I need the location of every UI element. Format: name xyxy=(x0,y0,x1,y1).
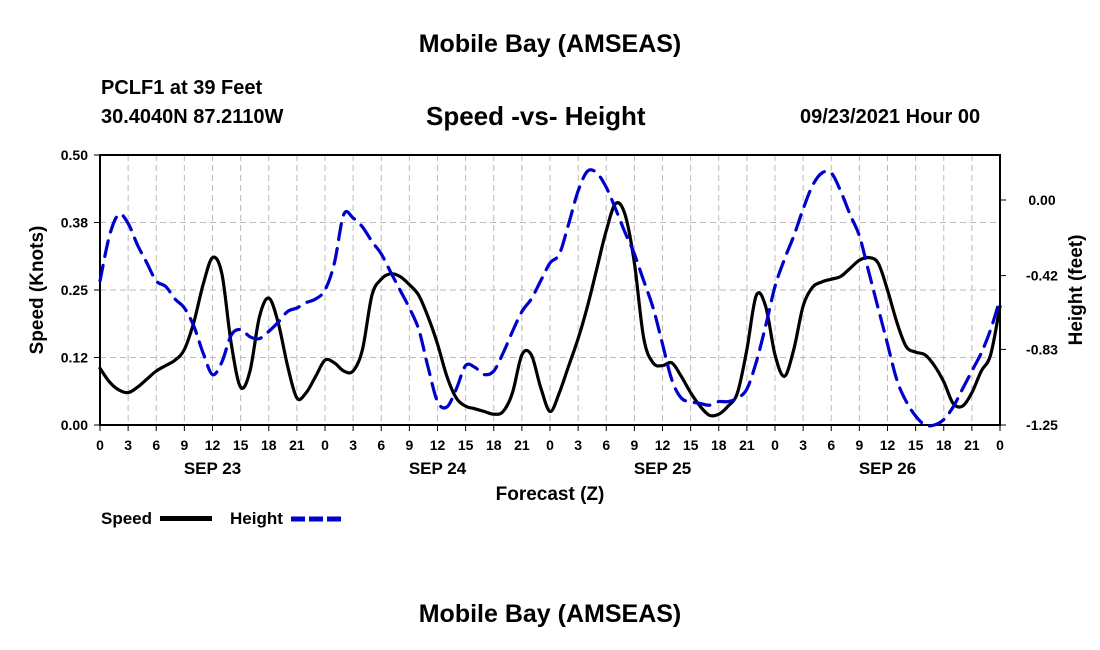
chart-series xyxy=(98,168,1002,428)
x-tick-label: 9 xyxy=(405,437,413,453)
y-tick-label: 0.38 xyxy=(61,215,88,231)
chart-title: Mobile Bay (AMSEAS) xyxy=(418,30,682,58)
x-tick-label: 18 xyxy=(486,437,502,453)
station-label: PCLF1 at 39 Feet xyxy=(101,77,263,99)
x-tick-label: 15 xyxy=(233,437,249,453)
x-tick-label: 15 xyxy=(683,437,699,453)
x-tick-label: 0 xyxy=(96,437,104,453)
x-tick-label: 6 xyxy=(827,437,835,453)
x-tick-label: 0 xyxy=(771,437,779,453)
chart-subtitle: Speed -vs- Height xyxy=(426,101,646,131)
x-tick-label: 6 xyxy=(152,437,160,453)
x-tick-label: 18 xyxy=(711,437,727,453)
x-tick-label: 3 xyxy=(574,437,582,453)
x-tick-label: 21 xyxy=(739,437,755,453)
y2-axis-label: Height (feet) xyxy=(1066,235,1087,346)
x-tick-label: 15 xyxy=(458,437,474,453)
y-tick-label: 0.25 xyxy=(61,282,88,298)
chart-ticks: 0 3 6 9 12 15 18 21 0 3 6 9 12 15 18 21 0 3 6 9 12 15 18 21 0 3 6 9… xyxy=(61,147,1058,478)
chart-grid xyxy=(99,154,1001,426)
y-tick-label: 0.00 xyxy=(61,417,88,433)
x-tick-label: 18 xyxy=(936,437,952,453)
legend-speed-swatch xyxy=(160,516,212,521)
y2-tick-label: -0.83 xyxy=(1026,341,1058,357)
legend-height-label: Height xyxy=(230,509,283,528)
x-tick-label: 0 xyxy=(321,437,329,453)
x-tick-label: 12 xyxy=(880,437,896,453)
x-tick-label: 9 xyxy=(630,437,638,453)
date-label: SEP 24 xyxy=(409,459,467,478)
x-tick-label: 21 xyxy=(964,437,980,453)
y2-tick-label: -1.25 xyxy=(1026,417,1058,433)
x-tick-label: 9 xyxy=(180,437,188,453)
x-tick-label: 3 xyxy=(799,437,807,453)
x-axis-label: Forecast (Z) xyxy=(496,484,605,505)
x-tick-label: 18 xyxy=(261,437,277,453)
legend-speed-label: Speed xyxy=(101,509,153,528)
x-tick-label: 3 xyxy=(124,437,132,453)
x-tick-label: 15 xyxy=(908,437,924,453)
date-label: SEP 23 xyxy=(184,459,241,478)
x-tick-label: 21 xyxy=(514,437,530,453)
x-tick-label: 6 xyxy=(377,437,385,453)
date-label: SEP 25 xyxy=(634,459,691,478)
y-axis-label: Speed (Knots) xyxy=(27,226,48,355)
x-tick-label: 6 xyxy=(602,437,610,453)
x-tick-label: 3 xyxy=(349,437,357,453)
x-tick-label: 12 xyxy=(205,437,221,453)
x-tick-label: 0 xyxy=(996,437,1004,453)
series-line-speed xyxy=(98,201,1002,418)
series-line-height xyxy=(98,168,1002,428)
x-tick-label: 21 xyxy=(289,437,305,453)
y2-tick-label: 0.00 xyxy=(1028,192,1055,208)
x-tick-label: 12 xyxy=(430,437,446,453)
x-tick-label: 9 xyxy=(855,437,863,453)
y-tick-label: 0.50 xyxy=(61,147,88,163)
forecast-datetime: 09/23/2021 Hour 00 xyxy=(800,106,981,128)
x-tick-label: 12 xyxy=(655,437,671,453)
date-label: SEP 26 xyxy=(859,459,916,478)
coordinates-label: 30.4040N 87.2110W xyxy=(101,106,284,128)
legend-height-swatch xyxy=(291,516,342,522)
y2-tick-label: -0.42 xyxy=(1026,268,1058,284)
x-tick-label: 0 xyxy=(546,437,554,453)
y-tick-label: 0.12 xyxy=(61,350,88,366)
footer-title: Mobile Bay (AMSEAS) xyxy=(418,600,682,628)
